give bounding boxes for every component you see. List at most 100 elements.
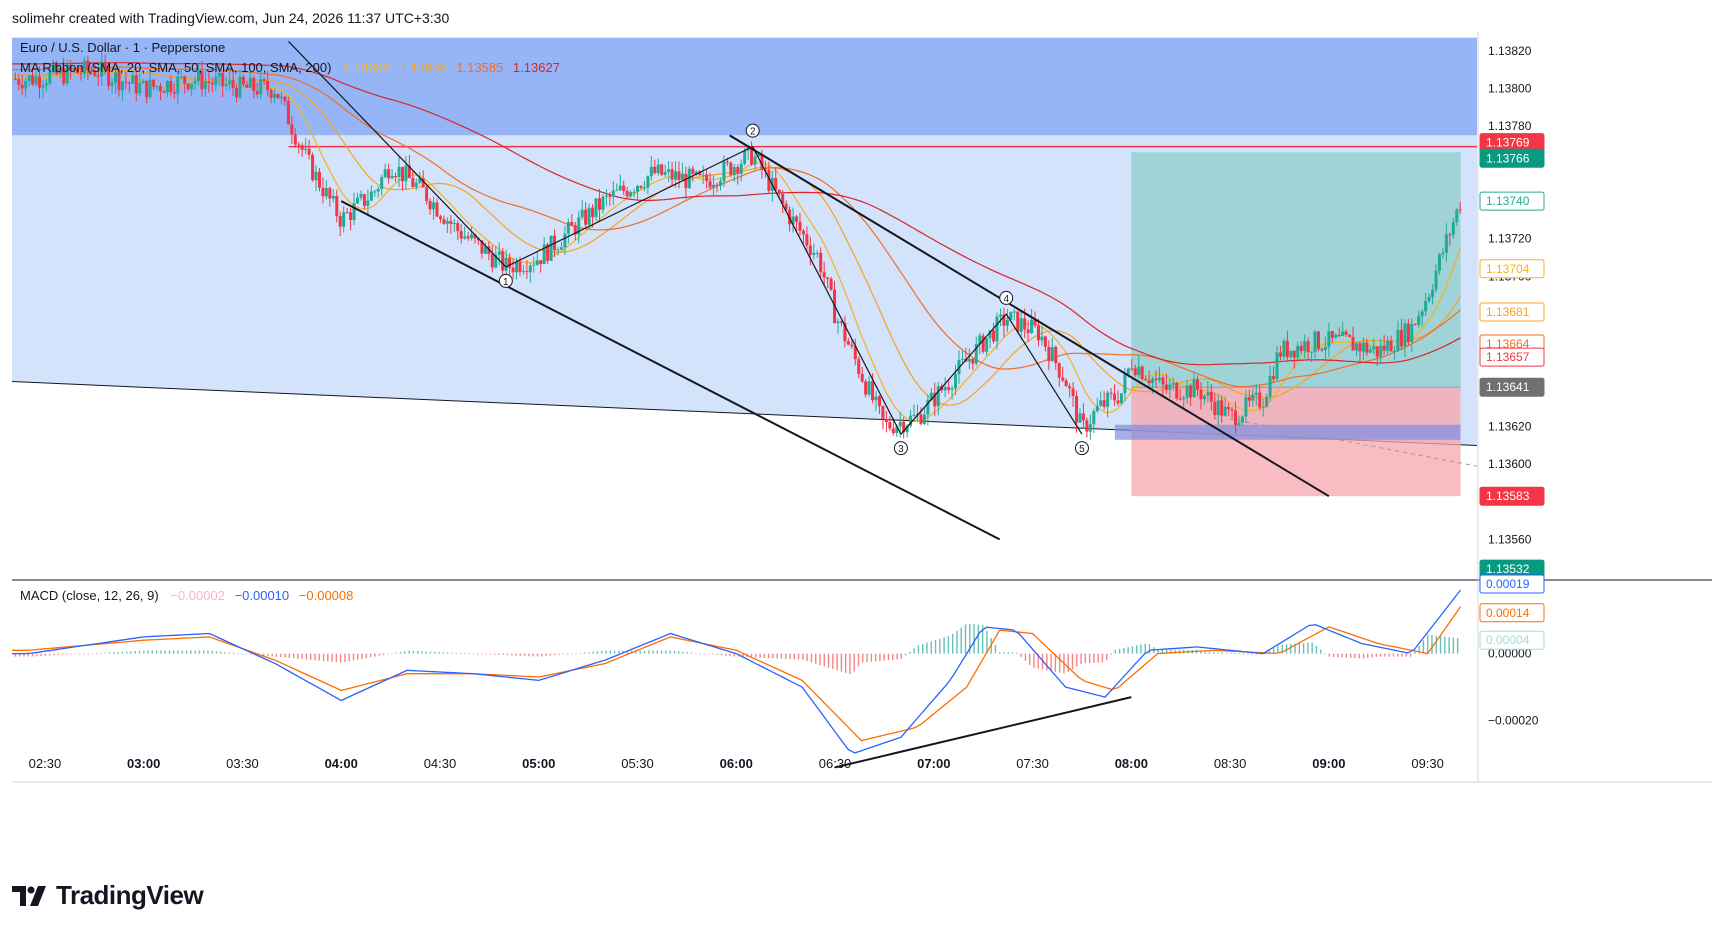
- macd-histogram-bar-284: [1230, 652, 1232, 654]
- macd-histogram-bar-242: [1050, 653, 1052, 672]
- macd-histogram-bar-197: [857, 653, 860, 667]
- macd-histogram-bar-257: [1114, 649, 1116, 654]
- candle-body-387: [1351, 336, 1355, 351]
- candle-body-361: [1261, 406, 1265, 408]
- macd-histogram-bar-157: [686, 652, 689, 654]
- candle-body-190: [670, 169, 674, 180]
- macd-histogram-bar-92: [408, 650, 410, 654]
- macd-histogram-bar-65: [292, 653, 295, 659]
- macd-signal-line: [12, 606, 1462, 742]
- time-label-10: 07:30: [1016, 756, 1049, 771]
- macd-histogram-bar-100: [442, 652, 445, 654]
- candle-body-108: [387, 169, 391, 179]
- candle-body-343: [1199, 389, 1203, 400]
- macd-histogram-bar-329: [1422, 640, 1425, 654]
- ma-ribbon-legend[interactable]: MA Ribbon (SMA, 20, SMA, 50, SMA, 100, S…: [20, 60, 560, 75]
- macd-histogram-bar-5: [36, 653, 38, 657]
- macd-line-value: −0.00010: [234, 588, 290, 603]
- candle-body-295: [1033, 319, 1037, 326]
- candle-body-383: [1337, 334, 1341, 337]
- candle-body-106: [380, 177, 384, 190]
- macd-histogram-bar-158: [690, 652, 693, 654]
- price-tick-1: 1.13800: [1488, 81, 1532, 95]
- macd-histogram-bar-156: [682, 651, 684, 654]
- long-position-loss-zone: [1131, 387, 1461, 497]
- macd-histogram-bar-187: [815, 653, 817, 664]
- candle-body-272: [954, 374, 958, 389]
- candle-body-386: [1348, 334, 1352, 337]
- macd-histogram-bar-20: [100, 652, 102, 654]
- macd-histogram-bar-277: [1200, 650, 1202, 654]
- candle-body-128: [456, 223, 460, 232]
- candle-body-6: [34, 76, 38, 85]
- macd-histogram-bar-11: [61, 653, 64, 655]
- macd-histogram-bar-133: [583, 652, 586, 654]
- macd-histogram-bar-134: [588, 652, 590, 654]
- macd-histogram-bar-153: [669, 650, 671, 654]
- macd-histogram-bar-173: [755, 653, 757, 658]
- candle-body-299: [1047, 346, 1051, 362]
- candle-body-76: [276, 94, 280, 99]
- wave-label-3: 3: [898, 444, 904, 455]
- candle-body-230: [808, 245, 812, 255]
- candle-body-328: [1147, 380, 1151, 384]
- candle-body-340: [1189, 385, 1193, 398]
- candle-body-109: [390, 176, 394, 179]
- macd-histogram-bar-83: [369, 653, 372, 658]
- macd-histogram-bar-161: [703, 653, 706, 655]
- macd-histogram-bar-84: [374, 653, 376, 657]
- candle-body-31: [120, 81, 124, 91]
- candle-body-167: [591, 207, 595, 218]
- candle-body-313: [1095, 405, 1099, 412]
- macd-histogram-bar-22: [108, 652, 111, 654]
- candle-body-185: [653, 166, 657, 174]
- candle-body-303: [1061, 377, 1065, 381]
- candle-body-345: [1206, 392, 1210, 396]
- macd-histogram-bar-310: [1341, 653, 1343, 658]
- candle-body-28: [110, 82, 114, 86]
- candle-body-287: [1005, 319, 1009, 326]
- macd-histogram-bar-221: [960, 627, 962, 654]
- macd-histogram-bar-75: [335, 653, 338, 663]
- macd-histogram-bar-1: [18, 653, 21, 657]
- macd-histogram-bar-162: [708, 653, 710, 655]
- candle-body-322: [1126, 368, 1130, 375]
- candle-body-170: [601, 196, 605, 210]
- candle-body-46: [172, 92, 176, 94]
- symbol-legend[interactable]: Euro / U.S. Dollar · 1 · Pepperstone: [20, 40, 225, 55]
- candle-body-64: [235, 87, 239, 98]
- candle-body-270: [947, 387, 951, 390]
- macd-histogram-bar-125: [549, 653, 552, 656]
- candle-body-63: [231, 80, 235, 88]
- candle-body-104: [373, 191, 377, 193]
- candle-body-402: [1403, 323, 1407, 347]
- ma-value-50: 1.13656: [399, 60, 447, 75]
- candle-body-19: [79, 73, 83, 75]
- macd-histogram-bar-146: [639, 650, 641, 654]
- macd-histogram-bar-145: [635, 650, 637, 654]
- candle-body-321: [1123, 374, 1127, 394]
- macd-histogram-bar-43: [198, 650, 201, 654]
- candle-body-118: [421, 178, 425, 188]
- ma-value-100: 1.13585: [456, 60, 504, 75]
- macd-histogram-bar-74: [331, 653, 333, 662]
- candle-body-233: [819, 252, 823, 273]
- macd-histogram-bar-298: [1290, 643, 1292, 654]
- candle-body-339: [1185, 385, 1189, 398]
- candle-body-16: [69, 64, 73, 71]
- candle-body-238: [836, 321, 840, 324]
- candle-body-389: [1358, 343, 1362, 352]
- macd-divergence-line: [834, 696, 1132, 769]
- candle-body-50: [186, 83, 190, 90]
- macd-histogram-bar-315: [1362, 653, 1365, 659]
- macd-histogram-bar-231: [1003, 652, 1005, 654]
- macd-histogram-bar-255: [1106, 653, 1108, 661]
- macd-histogram-bar-248: [1076, 653, 1078, 667]
- macd-histogram-bar-40: [185, 650, 188, 654]
- macd-histogram-bar-31: [147, 650, 149, 654]
- candle-body-172: [608, 195, 612, 197]
- macd-legend[interactable]: MACD (close, 12, 26, 9) −0.00002 −0.0001…: [20, 588, 353, 603]
- macd-histogram-bar-204: [887, 653, 890, 661]
